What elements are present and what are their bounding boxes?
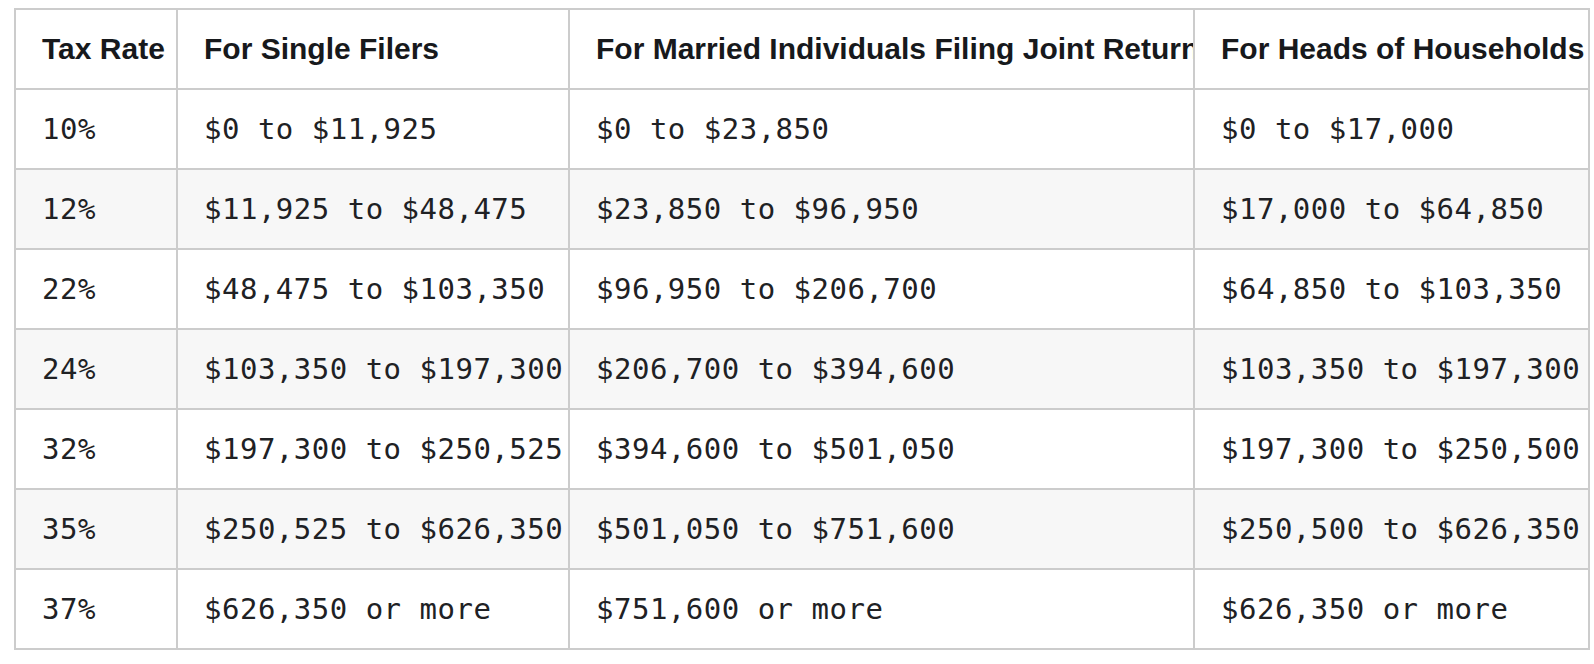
cell-married-filing-jointly: $0 to $23,850: [569, 89, 1194, 169]
cell-heads-of-households: $17,000 to $64,850: [1194, 169, 1589, 249]
cell-tax-rate: 12%: [15, 169, 177, 249]
cell-married-filing-jointly: $394,600 to $501,050: [569, 409, 1194, 489]
cell-single-filers: $250,525 to $626,350: [177, 489, 569, 569]
cell-single-filers: $0 to $11,925: [177, 89, 569, 169]
cell-tax-rate: 37%: [15, 569, 177, 649]
column-header-tax-rate: Tax Rate: [15, 9, 177, 89]
cell-single-filers: $626,350 or more: [177, 569, 569, 649]
table-row: 10% $0 to $11,925 $0 to $23,850 $0 to $1…: [15, 89, 1589, 169]
cell-married-filing-jointly: $501,050 to $751,600: [569, 489, 1194, 569]
cell-tax-rate: 24%: [15, 329, 177, 409]
column-header-married-filing-jointly: For Married Individuals Filing Joint Ret…: [569, 9, 1194, 89]
cell-single-filers: $48,475 to $103,350: [177, 249, 569, 329]
cell-heads-of-households: $0 to $17,000: [1194, 89, 1589, 169]
cell-heads-of-households: $103,350 to $197,300: [1194, 329, 1589, 409]
cell-tax-rate: 32%: [15, 409, 177, 489]
table-row: 32% $197,300 to $250,525 $394,600 to $50…: [15, 409, 1589, 489]
column-header-heads-of-households: For Heads of Households: [1194, 9, 1589, 89]
table-row: 22% $48,475 to $103,350 $96,950 to $206,…: [15, 249, 1589, 329]
table-row: 24% $103,350 to $197,300 $206,700 to $39…: [15, 329, 1589, 409]
table-row: 12% $11,925 to $48,475 $23,850 to $96,95…: [15, 169, 1589, 249]
tax-brackets-table: Tax Rate For Single Filers For Married I…: [14, 8, 1590, 650]
column-header-single-filers: For Single Filers: [177, 9, 569, 89]
cell-heads-of-households: $250,500 to $626,350: [1194, 489, 1589, 569]
tax-brackets-section: Tax Rate For Single Filers For Married I…: [0, 0, 1594, 650]
cell-heads-of-households: $626,350 or more: [1194, 569, 1589, 649]
cell-tax-rate: 35%: [15, 489, 177, 569]
table-row: 37% $626,350 or more $751,600 or more $6…: [15, 569, 1589, 649]
cell-tax-rate: 10%: [15, 89, 177, 169]
cell-tax-rate: 22%: [15, 249, 177, 329]
cell-single-filers: $103,350 to $197,300: [177, 329, 569, 409]
header-row: Tax Rate For Single Filers For Married I…: [15, 9, 1589, 89]
cell-married-filing-jointly: $23,850 to $96,950: [569, 169, 1194, 249]
cell-single-filers: $197,300 to $250,525: [177, 409, 569, 489]
cell-heads-of-households: $197,300 to $250,500: [1194, 409, 1589, 489]
cell-single-filers: $11,925 to $48,475: [177, 169, 569, 249]
cell-married-filing-jointly: $96,950 to $206,700: [569, 249, 1194, 329]
table-row: 35% $250,525 to $626,350 $501,050 to $75…: [15, 489, 1589, 569]
cell-heads-of-households: $64,850 to $103,350: [1194, 249, 1589, 329]
cell-married-filing-jointly: $206,700 to $394,600: [569, 329, 1194, 409]
cell-married-filing-jointly: $751,600 or more: [569, 569, 1194, 649]
